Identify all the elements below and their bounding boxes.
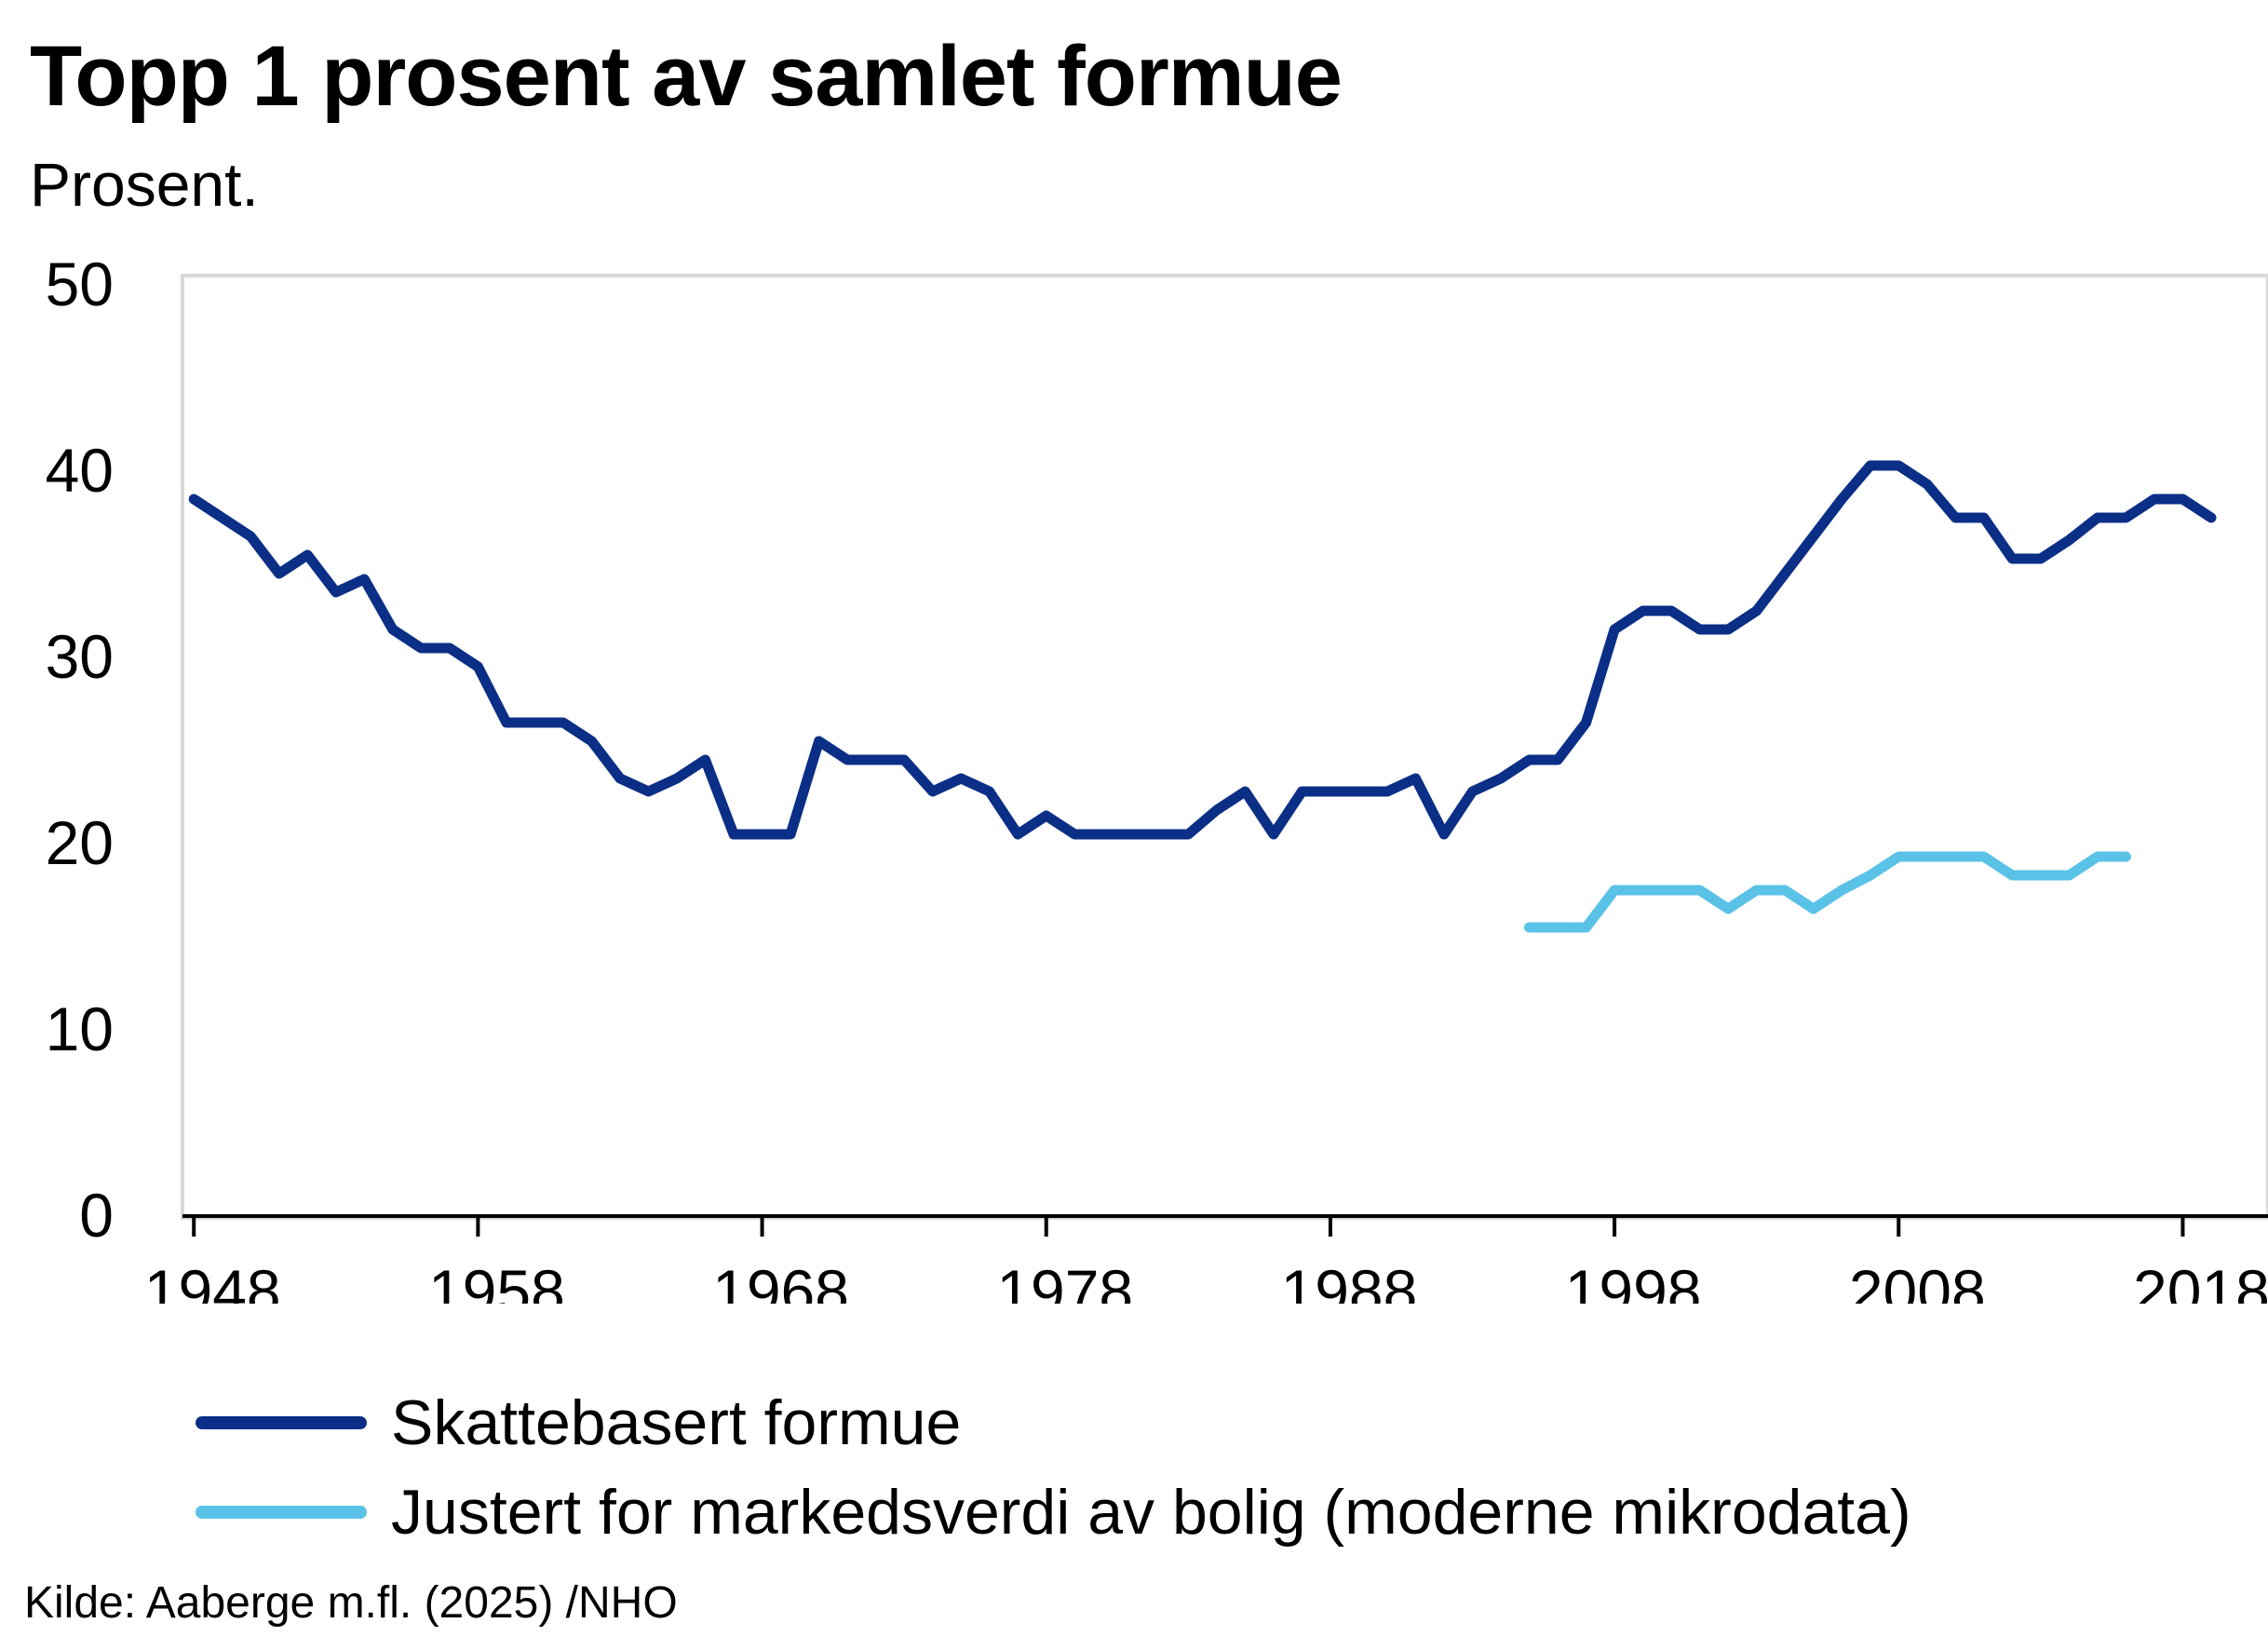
series-lines [188, 460, 2217, 933]
x-tick-label: 1968 [712, 1257, 849, 1304]
x-tick-label: 1948 [144, 1257, 281, 1304]
y-tick-label: 20 [46, 808, 114, 877]
legend-item-justert: Justert for markedsverdi av bolig (moder… [196, 1467, 1911, 1557]
x-tick-label: 1988 [1281, 1257, 1418, 1304]
y-tick-label: 10 [46, 994, 114, 1063]
legend-swatch-justert [196, 1506, 367, 1519]
source-note: Kilde: Aaberge m.fl. (2025) /NHO [24, 1578, 678, 1628]
x-tick-label: 1958 [428, 1257, 565, 1304]
chart-subtitle: Prosent. [30, 150, 259, 219]
plot-area-frame [181, 274, 2268, 1220]
x-axis: 1948 1958 1968 1978 1988 1998 2008 2018 [144, 1214, 2268, 1304]
x-tick-label: 1978 [996, 1257, 1133, 1304]
line-chart: 0 10 20 30 40 50 1948 1958 1968 1978 1988 1998 2008… [46, 250, 2268, 1304]
y-tick-label: 40 [46, 436, 114, 505]
legend-swatch-skattebasert [196, 1416, 367, 1429]
y-tick-label: 50 [46, 250, 114, 318]
x-tick-label: 2018 [2133, 1257, 2268, 1304]
legend-label-skattebasert: Skattebasert formue [391, 1387, 962, 1458]
legend-item-skattebasert: Skattebasert formue [196, 1378, 1911, 1467]
y-tick-label: 30 [46, 622, 114, 691]
series-line-justert [1524, 851, 2131, 933]
chart-title: Topp 1 prosent av samlet formue [30, 29, 1343, 124]
y-tick-label: 0 [79, 1181, 114, 1250]
x-tick-label: 2008 [1849, 1257, 1986, 1304]
legend: Skattebasert formue Justert for markedsv… [196, 1378, 1911, 1557]
legend-label-justert: Justert for markedsverdi av bolig (moder… [391, 1477, 1911, 1548]
x-tick-label: 1998 [1565, 1257, 1702, 1304]
y-axis: 0 10 20 30 40 50 [46, 250, 114, 1250]
series-line-skattebasert [188, 460, 2217, 840]
